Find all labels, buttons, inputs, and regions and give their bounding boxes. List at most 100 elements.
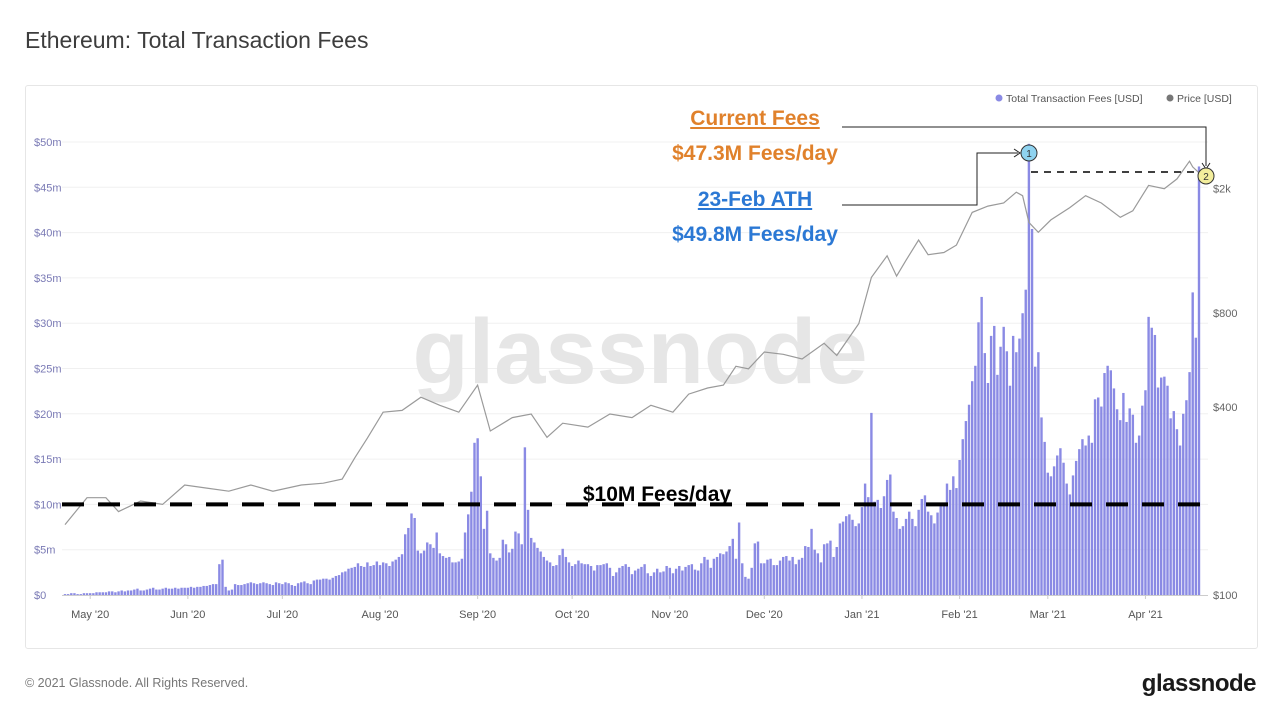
- legend-fees[interactable]: Total Transaction Fees [USD]: [1006, 93, 1143, 105]
- fee-bar: [262, 582, 265, 595]
- fee-bar: [958, 460, 961, 595]
- fee-bar: [281, 584, 284, 595]
- fee-bar: [152, 587, 155, 595]
- x-tick-label: Feb '21: [941, 609, 977, 621]
- fee-bar: [662, 571, 665, 595]
- fee-bar: [889, 474, 892, 595]
- fee-bar: [1030, 228, 1034, 595]
- fee-bar: [495, 560, 498, 595]
- current-marker[interactable]: [1197, 167, 1215, 185]
- fee-bar: [312, 580, 316, 595]
- fee-bar: [564, 556, 568, 595]
- fee-bar: [142, 590, 145, 595]
- fee-bar: [511, 548, 514, 595]
- x-tick-label: Mar '21: [1030, 609, 1066, 621]
- fee-bar: [1084, 445, 1087, 595]
- x-tick-label: Jan '21: [844, 609, 879, 621]
- fee-bar: [240, 585, 243, 595]
- fee-bar: [82, 593, 86, 595]
- fee-bar: [816, 553, 820, 595]
- fee-bar: [1034, 366, 1037, 595]
- fee-bar: [851, 519, 854, 595]
- fee-bar: [725, 551, 728, 595]
- fee-bar: [501, 539, 505, 595]
- fee-bar: [246, 583, 249, 595]
- y-left-tick-label: $45m: [34, 182, 62, 194]
- fee-bar: [435, 532, 438, 595]
- fee-bar: [971, 381, 974, 595]
- fee-bar: [643, 564, 646, 595]
- fee-bar: [126, 590, 130, 595]
- fee-bar: [451, 562, 454, 595]
- fee-bar: [1147, 316, 1150, 595]
- fee-bar: [885, 479, 889, 595]
- fee-bar: [558, 555, 561, 595]
- fee-bar: [898, 528, 901, 595]
- fee-bar: [189, 586, 193, 595]
- fee-bar: [539, 551, 542, 595]
- fee-bar: [841, 521, 845, 595]
- fee-bar: [659, 572, 662, 595]
- fee-bar: [706, 559, 709, 595]
- y-left-tick-label: $5m: [34, 545, 55, 557]
- x-tick-label: Oct '20: [555, 609, 590, 621]
- x-tick-label: Sep '20: [459, 609, 496, 621]
- fee-bar: [577, 560, 580, 595]
- fee-bar: [482, 528, 486, 595]
- fee-bar: [278, 583, 281, 595]
- fee-bar: [372, 565, 375, 595]
- fee-bar: [993, 325, 996, 595]
- fee-bar: [722, 554, 725, 595]
- fee-bar: [627, 566, 631, 595]
- fee-bar: [715, 556, 719, 595]
- fee-bar: [517, 533, 520, 595]
- fee-bar: [347, 568, 350, 595]
- fee-bar: [1112, 388, 1116, 595]
- fee-bar: [542, 556, 545, 595]
- fee-bar: [470, 491, 473, 595]
- fee-bar: [908, 511, 911, 595]
- fee-bar: [1059, 448, 1062, 595]
- fee-bar: [920, 498, 923, 595]
- fee-bar: [325, 578, 328, 595]
- fee-bar: [85, 593, 89, 595]
- fee-bar: [964, 421, 968, 595]
- fee-bar: [1153, 334, 1157, 595]
- fee-bar: [838, 523, 842, 595]
- fee-bar: [259, 583, 262, 595]
- price-line: [64, 160, 1200, 525]
- glassnode-logo: glassnode: [1141, 670, 1257, 697]
- legend-price[interactable]: Price [USD]: [1177, 93, 1232, 105]
- fee-bar: [983, 353, 986, 595]
- fee-bar: [1049, 476, 1053, 595]
- fee-bar: [785, 556, 788, 595]
- fee-bar: [804, 546, 807, 595]
- fee-bar: [671, 573, 675, 595]
- fee-bar: [596, 565, 599, 595]
- fee-bar: [397, 556, 401, 595]
- fee-bar: [337, 575, 341, 595]
- fee-bar: [1191, 292, 1194, 595]
- fee-bar: [230, 589, 234, 595]
- fee-bar: [813, 549, 816, 595]
- fee-bar: [290, 585, 293, 595]
- fee-bar: [192, 587, 196, 595]
- fee-bar: [363, 566, 366, 595]
- fee-bar: [1131, 414, 1135, 595]
- fee-bar: [523, 447, 527, 595]
- fee-bar: [536, 547, 539, 595]
- ath-marker[interactable]: [1020, 144, 1038, 162]
- x-tick-label: Nov '20: [651, 609, 688, 621]
- x-tick-label: May '20: [71, 609, 109, 621]
- fee-bar: [359, 566, 363, 595]
- fee-bar: [227, 590, 230, 595]
- x-tick-label: Apr '21: [1128, 609, 1163, 621]
- fee-bar: [252, 583, 256, 595]
- fee-bar: [92, 593, 95, 595]
- fee-bar: [120, 590, 123, 595]
- fee-bar: [1046, 472, 1049, 595]
- fee-bar: [177, 588, 180, 595]
- fee-bar: [737, 522, 741, 595]
- fee-bar: [158, 589, 161, 595]
